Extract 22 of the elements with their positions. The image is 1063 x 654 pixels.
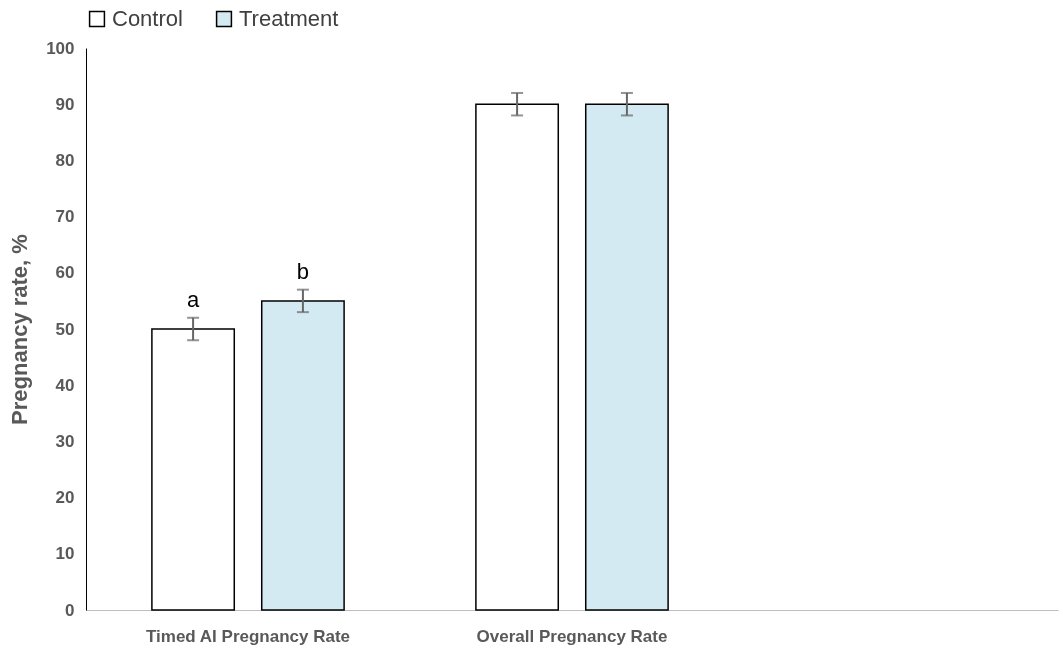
data-label: a xyxy=(186,286,200,312)
y-tick-label: 20 xyxy=(55,488,75,508)
y-tick-label: 100 xyxy=(46,38,75,58)
y-tick-label: 0 xyxy=(65,600,75,620)
legend-label: Treatment xyxy=(239,6,339,31)
bar xyxy=(475,103,560,611)
y-axis-title: Pregnancy rate, % xyxy=(7,234,33,425)
y-tick-label: 70 xyxy=(55,207,75,227)
y-tick-label: 40 xyxy=(55,375,75,395)
bar xyxy=(260,300,345,611)
x-tick-label: Overall Pregnancy Rate xyxy=(476,626,668,646)
legend-label: Control xyxy=(112,6,183,31)
data-label: b xyxy=(296,258,310,284)
x-tick-label: Timed AI Pregnancy Rate xyxy=(145,626,351,646)
y-tick-label: 80 xyxy=(55,150,75,170)
y-tick-label: 60 xyxy=(55,263,75,283)
y-tick-label: 10 xyxy=(55,544,75,564)
y-tick-label: 50 xyxy=(55,319,75,339)
y-tick-label: 90 xyxy=(55,94,75,114)
bar xyxy=(151,328,236,611)
bar xyxy=(584,103,669,611)
y-tick-label: 30 xyxy=(55,431,75,451)
